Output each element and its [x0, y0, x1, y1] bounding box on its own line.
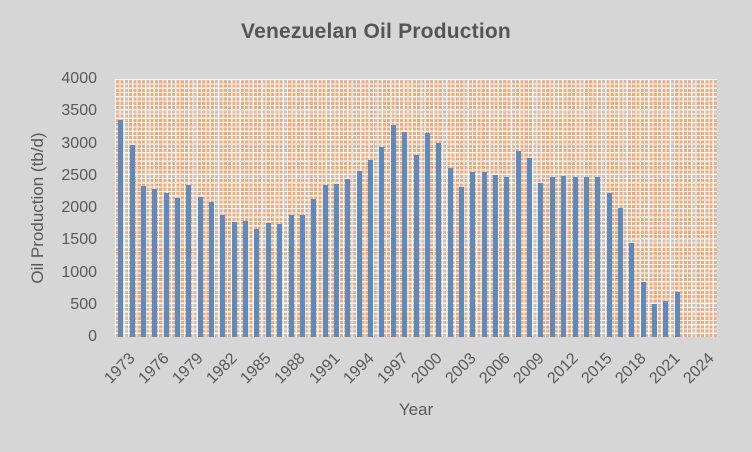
y-tick-label-1000: 1000: [61, 263, 97, 281]
bar-1988: [288, 215, 294, 337]
plot-area: [115, 79, 717, 337]
bar-2012: [561, 176, 567, 337]
x-tick-label-1976: 1976: [135, 350, 173, 388]
bar-2015: [595, 177, 601, 337]
bar-1983: [231, 221, 237, 337]
bar-1995: [368, 159, 374, 337]
bar-2006: [493, 175, 498, 337]
bar-1986: [265, 222, 271, 337]
x-tick-label-2000: 2000: [408, 350, 446, 388]
bar-2002: [447, 168, 453, 337]
bar-2018: [629, 242, 635, 337]
y-tick-label-0: 0: [88, 328, 97, 345]
bar-1982: [220, 215, 226, 337]
x-tick-label-1985: 1985: [237, 350, 276, 388]
bar-2019: [640, 281, 646, 337]
x-tick-label-2018: 2018: [612, 350, 650, 388]
chart-title: Venezuelan Oil Production: [241, 20, 511, 43]
bar-1980: [197, 197, 203, 337]
bar-1985: [254, 228, 260, 337]
bar-2011: [549, 176, 555, 337]
bar-1977: [163, 193, 169, 337]
bar-2014: [583, 176, 589, 337]
bar-1998: [402, 131, 408, 337]
bar-1996: [379, 147, 385, 337]
bar-1975: [140, 185, 146, 337]
x-tick-label-2006: 2006: [476, 350, 514, 388]
bar-1992: [333, 184, 339, 337]
x-tick-label-2012: 2012: [544, 350, 582, 388]
bar-1973: [118, 119, 124, 337]
y-tick-label-2500: 2500: [61, 166, 97, 184]
bar-2007: [504, 176, 510, 337]
bar-2008: [515, 151, 521, 337]
bar-1997: [390, 125, 396, 337]
x-tick-label-2009: 2009: [510, 350, 548, 388]
x-tick-label-1997: 1997: [374, 350, 412, 388]
x-tick-label-2015: 2015: [578, 350, 616, 388]
bar-2020: [652, 304, 658, 337]
bar-2003: [458, 187, 464, 337]
y-tick-label-4000: 4000: [61, 70, 97, 87]
x-tick-label-2003: 2003: [442, 350, 480, 388]
bar-2017: [617, 208, 623, 337]
x-tick-label-1979: 1979: [169, 350, 207, 388]
x-tick-label-1988: 1988: [271, 350, 310, 388]
bar-1999: [413, 155, 419, 337]
bar-2009: [527, 158, 533, 337]
y-tick-label-500: 500: [70, 295, 97, 313]
bar-1993: [345, 178, 351, 337]
bar-2010: [538, 182, 544, 337]
bar-1987: [277, 224, 283, 337]
bar-2000: [424, 133, 430, 337]
x-tick-label-2024: 2024: [680, 350, 718, 388]
bar-2005: [481, 171, 487, 337]
bar-1981: [209, 201, 215, 337]
bar-2004: [470, 172, 476, 337]
bar-1976: [152, 189, 158, 337]
x-tick-label-1991: 1991: [305, 350, 344, 388]
bar-2021: [663, 300, 669, 337]
bar-2013: [572, 176, 578, 337]
x-tick-label-1973: 1973: [101, 350, 139, 388]
x-axis-title: Year: [398, 400, 434, 419]
bar-1991: [322, 185, 328, 337]
y-tick-label-3500: 3500: [61, 102, 97, 120]
bar-2001: [436, 142, 442, 337]
bar-1989: [299, 214, 305, 337]
y-tick-label-1500: 1500: [61, 231, 97, 249]
bar-1978: [174, 197, 180, 337]
bar-1984: [243, 220, 249, 337]
y-tick-label-2000: 2000: [61, 199, 97, 216]
x-tick-label-1982: 1982: [203, 350, 241, 388]
x-tick-label-2021: 2021: [646, 350, 684, 388]
bar-1979: [186, 185, 192, 337]
y-tick-label-3000: 3000: [61, 134, 97, 152]
bar-1990: [311, 199, 317, 337]
bar-2016: [606, 192, 612, 337]
x-tick-label-1994: 1994: [340, 350, 378, 388]
bar-1994: [356, 170, 362, 337]
bar-2022: [674, 291, 680, 337]
bar-1974: [129, 145, 135, 337]
